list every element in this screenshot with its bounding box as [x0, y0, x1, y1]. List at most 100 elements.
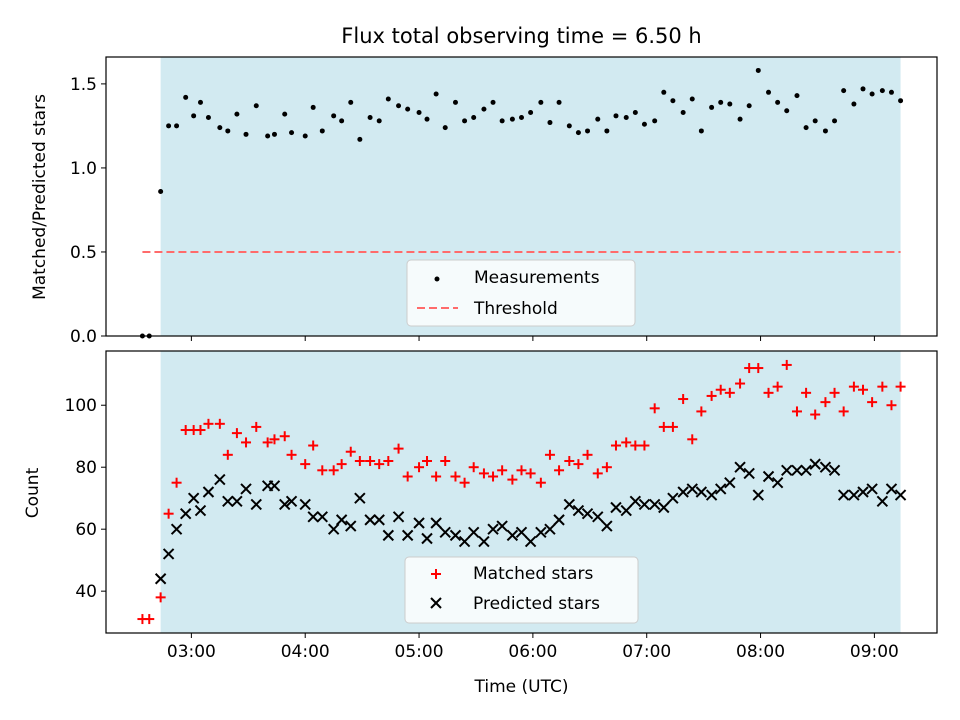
matched-stars-point [763, 387, 774, 398]
matched-stars-point [706, 390, 717, 401]
predicted-stars-point [231, 495, 243, 508]
predicted-stars-point [430, 517, 442, 529]
measurement-point [709, 104, 715, 110]
predicted-stars-point [449, 529, 462, 542]
measurement-point [812, 118, 818, 124]
matched-stars-point [300, 459, 311, 470]
measurement-point [851, 101, 857, 107]
matched-stars-point [241, 437, 252, 448]
predicted-stars-point [724, 476, 736, 489]
predicted-stars-point [179, 507, 192, 520]
predicted-stars-point [170, 523, 183, 535]
measurement-point [310, 104, 316, 110]
measurement-point [376, 118, 382, 124]
measurement-point [841, 88, 847, 94]
matched-stars-point [402, 471, 413, 482]
matched-stars-point [744, 363, 755, 374]
y-tick-label: 80 [75, 458, 97, 478]
predicted-stars-point [592, 511, 604, 523]
measurement-point [433, 91, 439, 97]
measurement-point [632, 109, 638, 115]
measurement-point [794, 93, 800, 99]
matched-stars-point [507, 474, 518, 485]
y-tick-label: 0.5 [70, 243, 97, 263]
predicted-stars-point [458, 535, 471, 548]
predicted-stars-point [421, 532, 433, 545]
bottom-legend: Matched stars Predicted stars [404, 556, 639, 624]
measurement-point [698, 128, 704, 134]
predicted-stars-point [894, 489, 907, 501]
matched-stars-point [582, 449, 593, 460]
predicted-stars-point [524, 535, 537, 548]
measurement-point [490, 99, 496, 105]
predicted-stars-point [487, 523, 499, 535]
measurement-point [191, 113, 197, 119]
predicted-stars-point [506, 529, 519, 542]
predicted-stars-point [439, 526, 451, 538]
x-tick-label: 03:00 [167, 642, 216, 662]
matched-stars-point [867, 397, 878, 408]
bottom-y-axis-label: Count [23, 467, 43, 518]
measurement-point [509, 116, 515, 122]
matched-stars-point [630, 440, 641, 451]
measurement-point [471, 115, 477, 121]
predicted-stars-point [544, 523, 556, 535]
predicted-stars-point [496, 520, 508, 532]
legend-measurements-marker [434, 276, 440, 282]
measurement-point [566, 123, 572, 129]
measurement-point [613, 113, 619, 119]
matched-stars-point [649, 403, 660, 414]
predicted-stars-point [885, 483, 898, 495]
chart-title: Flux total observing time = 6.50 h [341, 24, 701, 48]
predicted-stars-point [553, 514, 565, 526]
measurement-point [271, 131, 277, 137]
measurement-point [243, 131, 249, 137]
matched-stars-point [468, 462, 479, 473]
measurement-point [396, 103, 402, 109]
matched-stars-point [877, 381, 888, 392]
predicted-stars-point [535, 526, 547, 538]
x-tick-label: 05:00 [395, 642, 444, 662]
matched-stars-point [848, 381, 859, 392]
matched-stars-point [829, 387, 840, 398]
predicted-stars-point [667, 492, 679, 504]
bottom-axes-frame [105, 350, 938, 634]
top-axes-frame [105, 56, 938, 337]
measurement-point [784, 108, 790, 114]
predicted-stars-point [154, 573, 167, 585]
predicted-stars-point [857, 486, 869, 498]
predicted-stars-point [335, 514, 348, 526]
y-tick-label: 1.5 [70, 75, 97, 95]
predicted-stars-point [677, 486, 689, 498]
measurement-point [289, 130, 295, 136]
measurement-point [604, 128, 610, 134]
predicted-stars-point [382, 529, 395, 542]
predicted-stars-point [581, 507, 594, 520]
x-tick-label: 08:00 [736, 642, 785, 662]
matched-stars-point [554, 465, 565, 476]
measurement-point [556, 99, 562, 105]
measurement-point [832, 118, 838, 124]
legend-predicted-marker [430, 597, 442, 609]
matched-stars-point [393, 443, 404, 454]
matched-stars-point [592, 468, 603, 479]
matched-stars-point [791, 406, 802, 417]
measurement-point [197, 99, 203, 105]
measurement-point [302, 133, 308, 139]
predicted-stars-point [658, 501, 670, 514]
measurement-point [661, 89, 667, 95]
matched-stars-point [573, 459, 584, 470]
measurement-point [595, 116, 601, 122]
matched-stars-point [144, 614, 155, 625]
predicted-stars-point [162, 548, 175, 560]
predicted-stars-point [866, 483, 878, 495]
top-panel-ratio: 0.0 0.5 1.0 1.5 Matched/Predicted stars Mea… [30, 56, 938, 347]
predicted-stars-point [771, 476, 784, 489]
predicted-stars-point [194, 504, 207, 517]
y-tick-label: 60 [75, 520, 97, 540]
measurement-point [879, 88, 885, 94]
predicted-stars-point [364, 514, 376, 526]
matched-stars-point [658, 421, 669, 432]
matched-stars-point [621, 437, 632, 448]
matched-stars-point [354, 456, 365, 467]
